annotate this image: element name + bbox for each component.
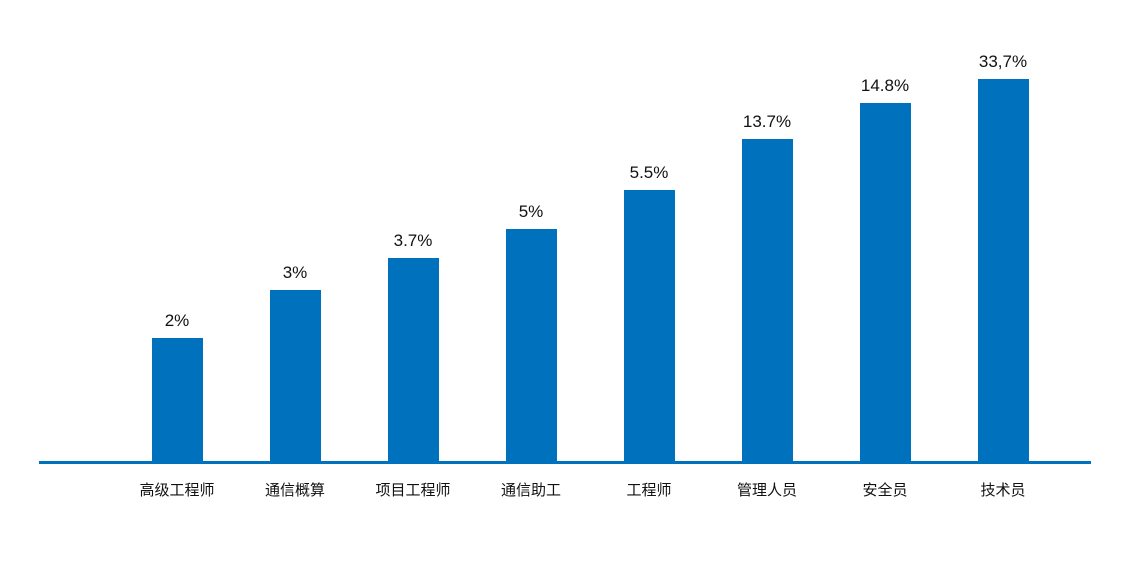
category-label: 技术员 bbox=[980, 482, 1026, 499]
bar-value-label: 3.7% bbox=[393, 231, 433, 250]
bar bbox=[859, 103, 911, 461]
bar-value-label: 2% bbox=[164, 311, 190, 330]
bar-value-label: 5% bbox=[518, 202, 544, 221]
bar bbox=[387, 258, 439, 461]
bar bbox=[505, 229, 557, 461]
category-label: 管理人员 bbox=[736, 482, 797, 499]
bars-row: 2% 3% 3.7% 5% 5.5% 13.7% 14.8% 33,7% bbox=[118, 0, 1062, 461]
bar-value-label: 3% bbox=[282, 263, 308, 282]
bar-column: 5% bbox=[472, 0, 590, 461]
bar-value-label: 13.7% bbox=[742, 112, 792, 131]
bar bbox=[151, 338, 203, 461]
category-label: 安全员 bbox=[862, 482, 908, 499]
bar bbox=[623, 190, 675, 461]
category-label: 项目工程师 bbox=[375, 482, 451, 499]
bar-column: 2% bbox=[118, 0, 236, 461]
bar-value-label: 14.8% bbox=[860, 76, 910, 95]
bar-column: 13.7% bbox=[708, 0, 826, 461]
category-label: 通信概算 bbox=[264, 482, 325, 499]
bar-value-label: 5.5% bbox=[629, 163, 669, 182]
labels-row: 高级工程师 通信概算 项目工程师 通信助工 工程师 管理人员 安全员 技术员 bbox=[118, 479, 1062, 500]
bar-column: 3.7% bbox=[354, 0, 472, 461]
category-label: 高级工程师 bbox=[139, 482, 215, 499]
bar bbox=[977, 79, 1029, 461]
bar-column: 14.8% bbox=[826, 0, 944, 461]
bar-column: 33,7% bbox=[944, 0, 1062, 461]
category-label: 通信助工 bbox=[500, 482, 561, 499]
bar-column: 3% bbox=[236, 0, 354, 461]
bar-column: 5.5% bbox=[590, 0, 708, 461]
bar bbox=[269, 290, 321, 461]
bar bbox=[741, 139, 793, 461]
x-axis-line bbox=[39, 461, 1091, 464]
bar-value-label: 33,7% bbox=[978, 52, 1028, 71]
category-label: 工程师 bbox=[626, 482, 672, 499]
